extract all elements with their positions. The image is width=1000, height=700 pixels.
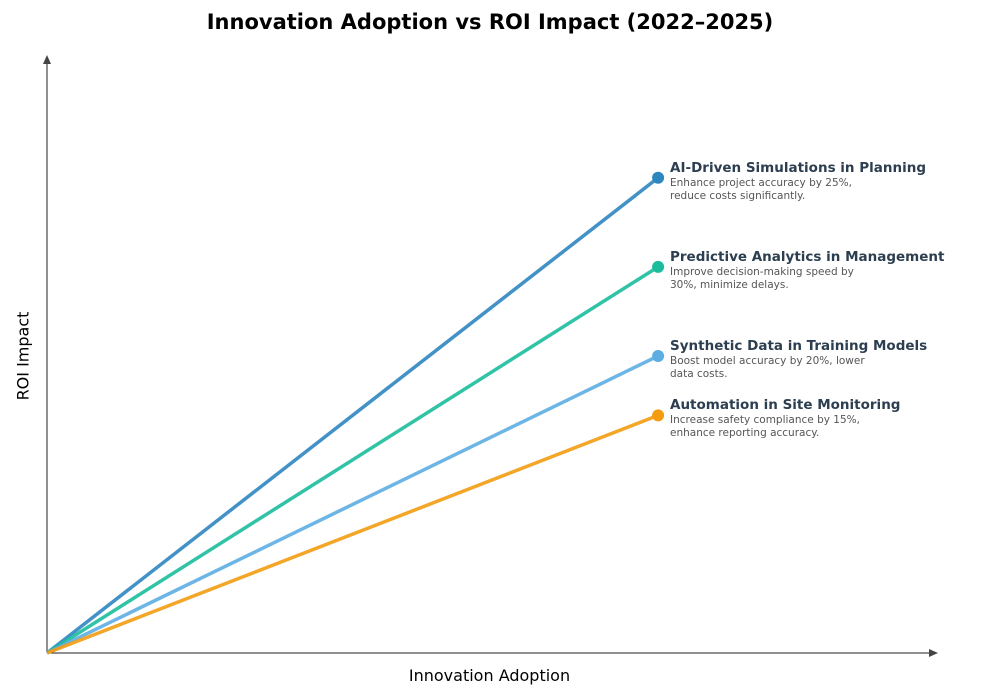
- x-axis-arrow-icon: [929, 649, 938, 657]
- annotation-description: Enhance project accuracy by 25%, reduce …: [670, 176, 852, 202]
- series-endpoint-3: [652, 409, 665, 422]
- chart-title: Innovation Adoption vs ROI Impact (2022–…: [206, 10, 774, 34]
- series-line-2: [46, 354, 659, 655]
- annotation-2: Synthetic Data in Training Models Boost m…: [670, 338, 927, 381]
- annotation-1: Predictive Analytics in Management Improv…: [670, 249, 944, 292]
- series-line-3: [46, 413, 659, 655]
- annotation-title: Predictive Analytics in Management: [670, 248, 945, 265]
- annotation-title: Synthetic Data in Training Models: [670, 338, 928, 354]
- annotation-3: Automation in Site Monitoring Increase sa…: [670, 397, 900, 440]
- series-endpoint-2: [652, 350, 665, 362]
- series-endpoint-0: [652, 171, 665, 184]
- annotation-description: Increase safety compliance by 15%, enhan…: [670, 414, 860, 440]
- annotation-description: Improve decision-making speed by 30%, mi…: [670, 265, 854, 291]
- annotation-title: AI-Driven Simulations in Planning: [670, 159, 926, 176]
- x-axis-label: Innovation Adoption: [408, 666, 571, 685]
- y-axis-arrow-icon: [43, 55, 51, 64]
- series-line-0: [45, 176, 660, 655]
- annotation-0: AI-Driven Simulations in Planning Enhance…: [670, 160, 926, 203]
- series-endpoint-1: [652, 260, 665, 273]
- annotation-description: Boost model accuracy by 20%, lower data …: [670, 355, 865, 380]
- series-line-1: [46, 265, 660, 655]
- annotation-title: Automation in Site Monitoring: [670, 397, 901, 414]
